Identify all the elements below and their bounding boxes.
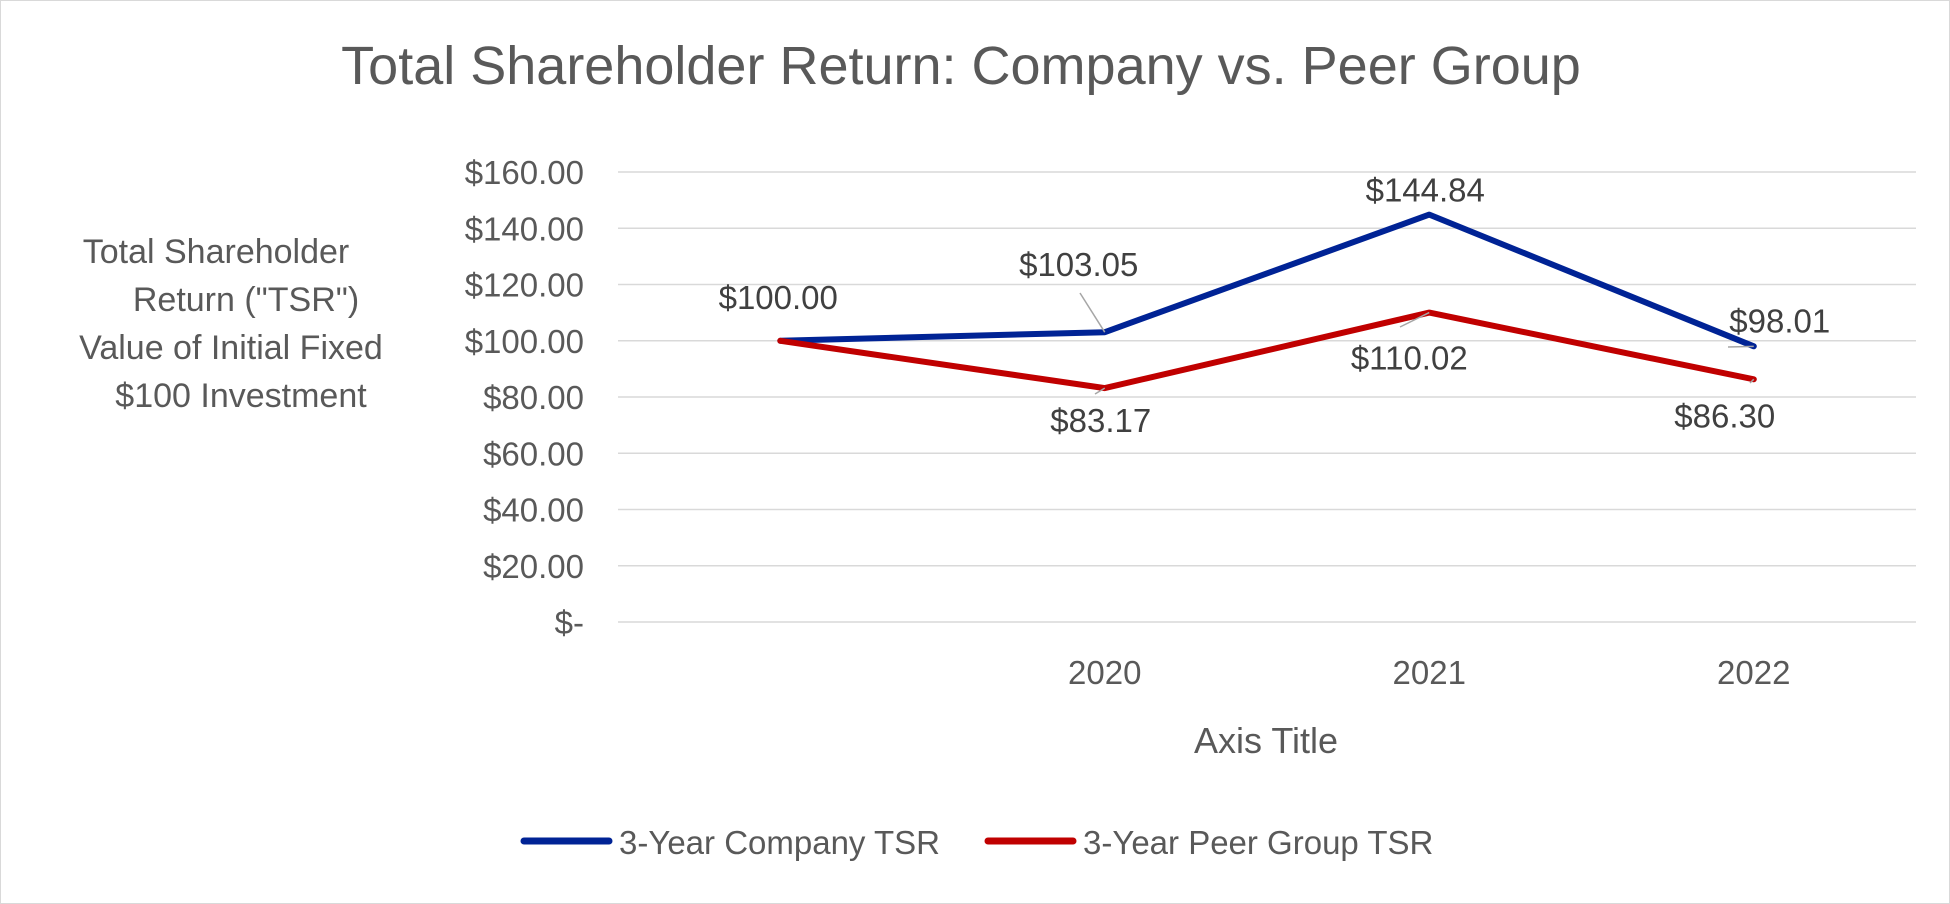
chart-title: Total Shareholder Return: Company vs. Pe… bbox=[341, 36, 1581, 96]
y-axis-label-line-1: Total Shareholder bbox=[83, 233, 350, 271]
y-axis-label-line-4: $100 Investment bbox=[115, 377, 367, 415]
y-tick-label-160: $160.00 bbox=[465, 154, 584, 191]
x-tick-label-2021: 2021 bbox=[1393, 654, 1466, 691]
leader-line-company-1 bbox=[1079, 292, 1106, 333]
legend-label-company: 3-Year Company TSR bbox=[619, 824, 940, 861]
y-tick-label-0: $- bbox=[555, 604, 584, 641]
y-tick-label-60: $60.00 bbox=[483, 435, 584, 472]
x-tick-label-2020: 2020 bbox=[1068, 654, 1141, 691]
series-line-peer-group bbox=[777, 309, 1757, 392]
leader-line-peer-group-2 bbox=[1399, 311, 1430, 328]
data-label-company-0: $100.00 bbox=[719, 279, 838, 316]
data-label-company-3: $98.01 bbox=[1729, 302, 1830, 339]
y-tick-label-120: $120.00 bbox=[465, 267, 584, 304]
data-label-peer-group-2: $110.02 bbox=[1351, 340, 1468, 377]
data-label-company-2: $144.84 bbox=[1366, 172, 1485, 209]
y-tick-label-20: $20.00 bbox=[483, 548, 584, 585]
y-axis-label-line-3: Value of Initial Fixed bbox=[79, 329, 383, 367]
y-tick-label-140: $140.00 bbox=[465, 210, 584, 247]
x-tick-label-2022: 2022 bbox=[1717, 654, 1790, 691]
x-axis-title: Axis Title bbox=[1194, 720, 1338, 761]
legend-label-peer-group: 3-Year Peer Group TSR bbox=[1083, 824, 1433, 861]
data-label-company-1: $103.05 bbox=[1019, 246, 1138, 283]
leader-line-peer-group-3 bbox=[1749, 378, 1755, 384]
y-axis-label-line-2: Return ("TSR") bbox=[133, 281, 359, 319]
y-tick-label-80: $80.00 bbox=[483, 379, 584, 416]
data-label-peer-group-3: $86.30 bbox=[1674, 397, 1775, 434]
series-line-company bbox=[777, 211, 1757, 350]
y-tick-label-40: $40.00 bbox=[483, 492, 584, 529]
y-tick-label-100: $100.00 bbox=[465, 323, 584, 360]
legend: 3-Year Company TSR 3-Year Peer Group TSR bbox=[520, 824, 1433, 861]
leader-line-company-3 bbox=[1727, 345, 1754, 348]
data-label-peer-group-1: $83.17 bbox=[1050, 402, 1151, 439]
leader-line-peer-group-1 bbox=[1094, 387, 1106, 395]
